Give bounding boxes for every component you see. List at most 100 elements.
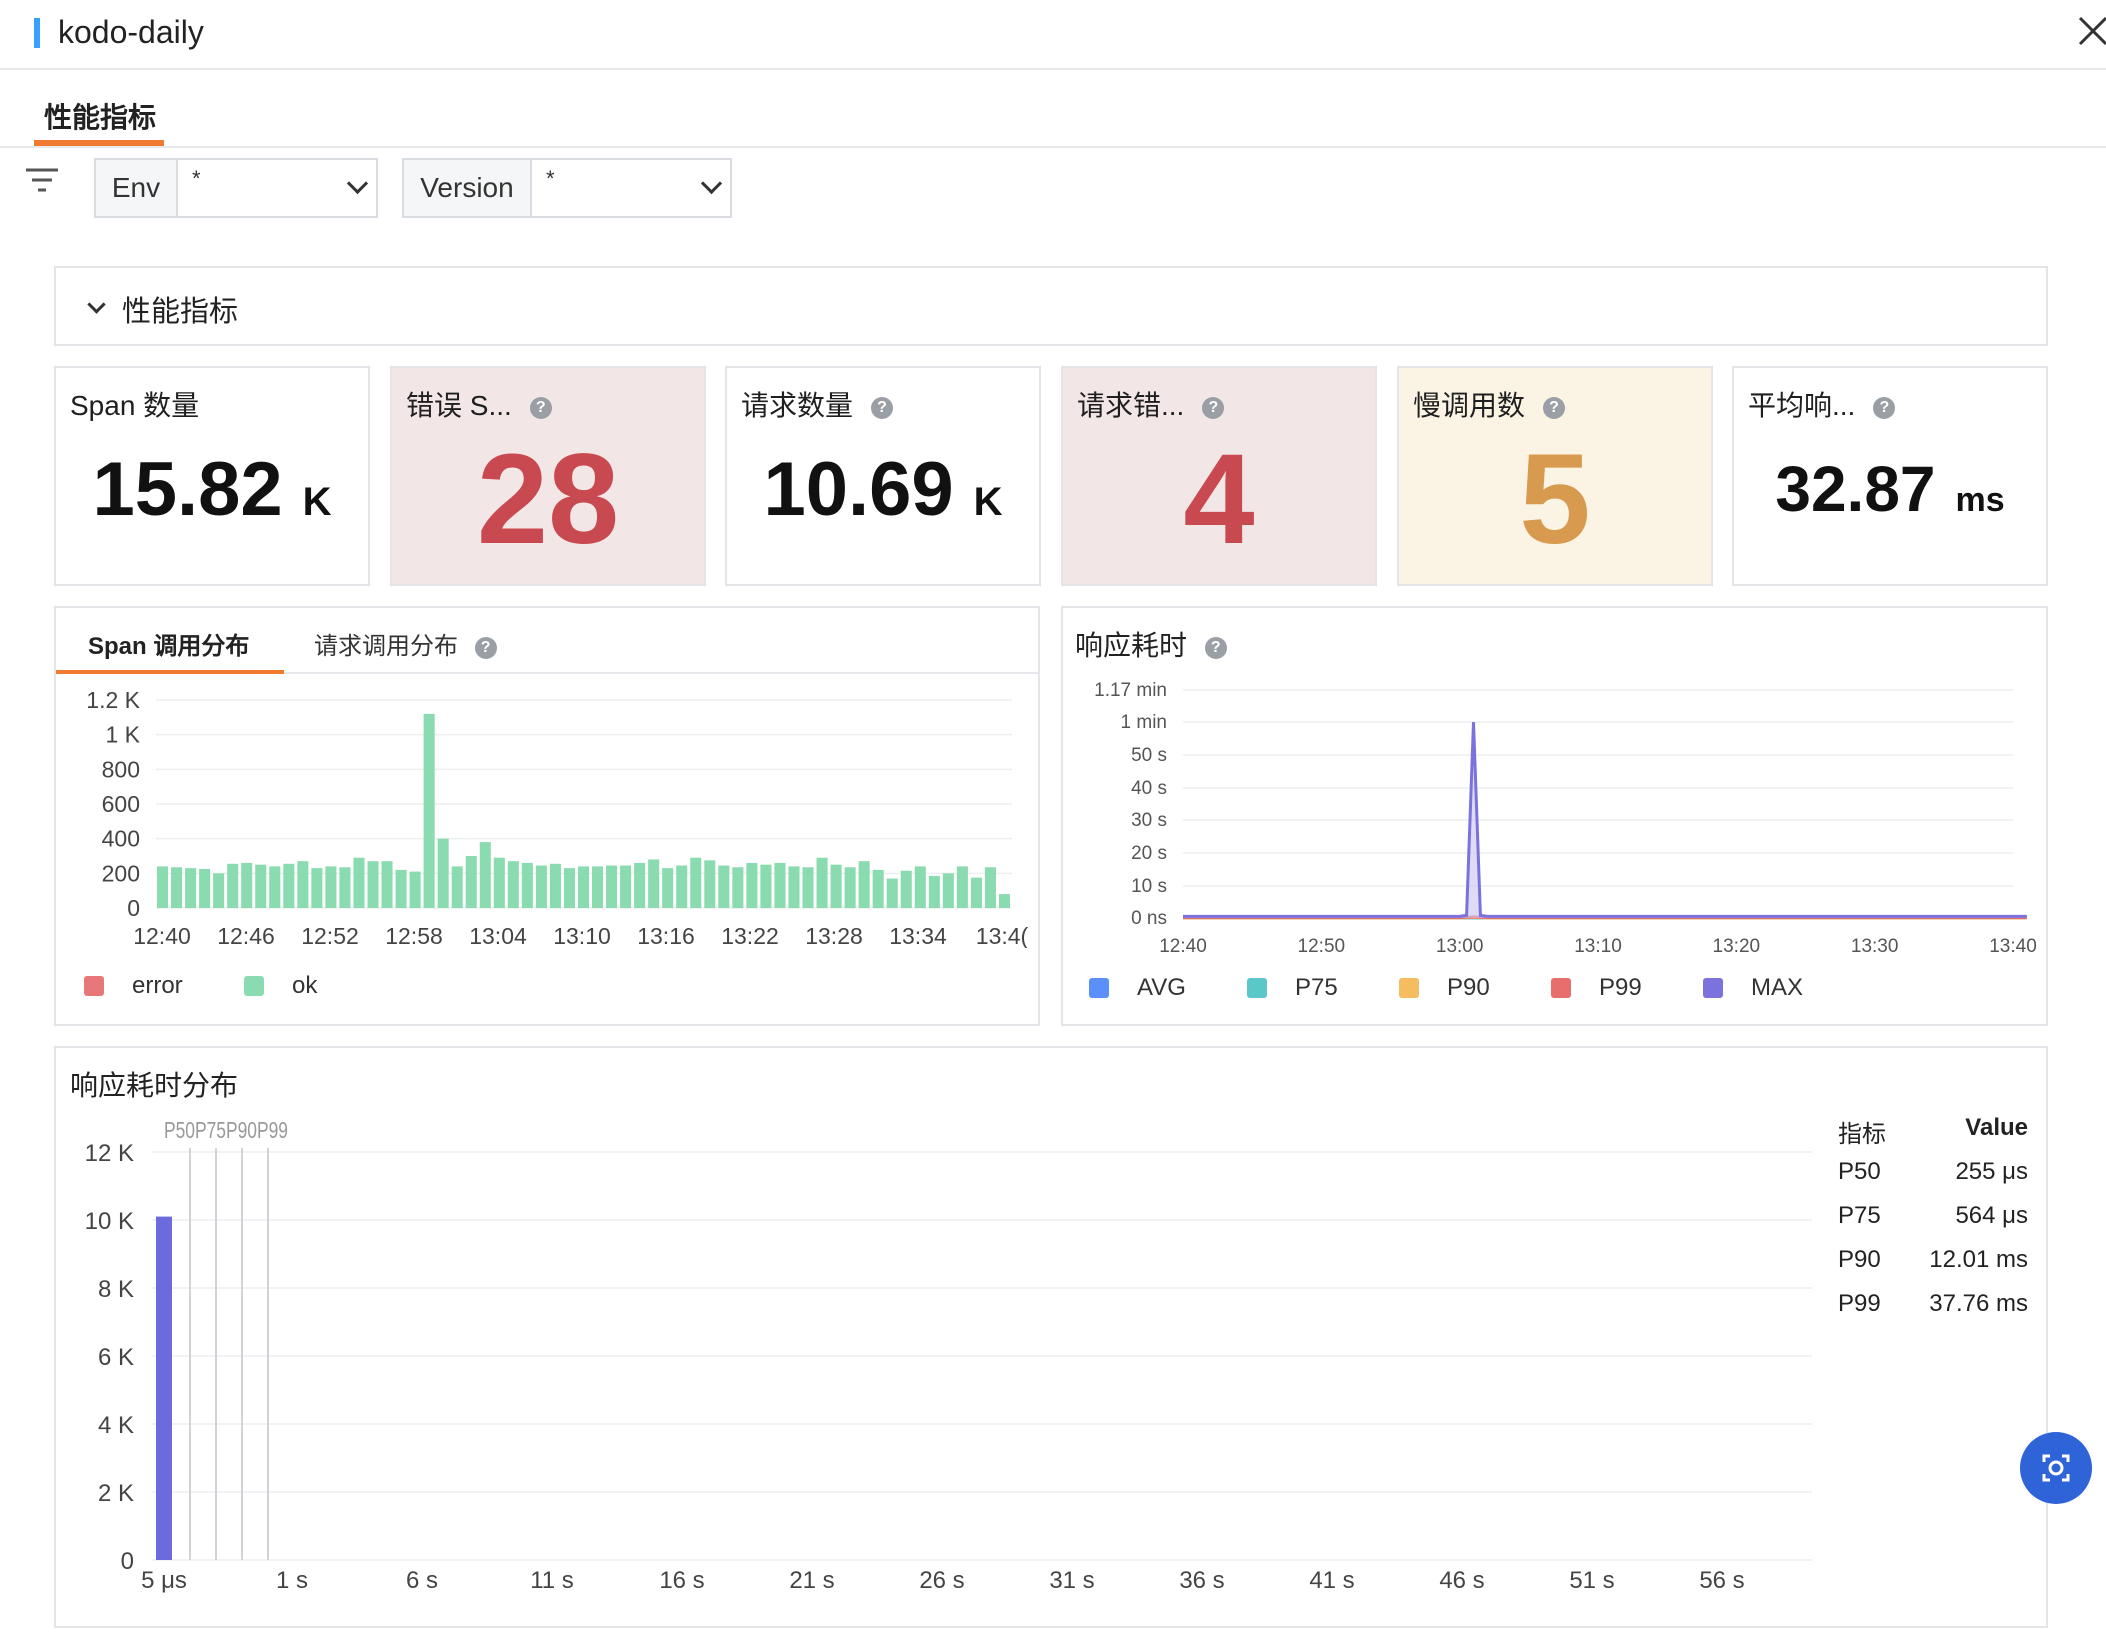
stat-value: 32.87 ms bbox=[1775, 453, 2005, 525]
bar bbox=[255, 864, 267, 908]
bar bbox=[676, 865, 688, 908]
close-icon[interactable] bbox=[2076, 14, 2106, 48]
stat-title: 错误 S...? bbox=[406, 384, 552, 424]
distribution-chart: 0 2 K 4 K 6 K 8 K 10 K 12 K P50P75P90P99 5 μs 1 s… bbox=[85, 1117, 1812, 1594]
y-tick-label: 1.2 K bbox=[86, 687, 140, 713]
x-tick-label: 12:46 bbox=[217, 923, 275, 948]
bar bbox=[998, 894, 1010, 908]
y-tick-label: 2 K bbox=[98, 1480, 134, 1507]
legend-p90[interactable]: P90 bbox=[1399, 974, 1490, 1002]
stat-title: 平均响...? bbox=[1748, 384, 1896, 424]
latency-distribution-panel: 响应耗时分布 0 2 K 4 K 6 K 8 K 10 K 12 K P50P75P90P99… bbox=[54, 1046, 2048, 1628]
stat-card-error-span: 错误 S...? 28 bbox=[390, 366, 706, 586]
help-icon[interactable]: ? bbox=[1543, 396, 1566, 419]
help-icon[interactable]: ? bbox=[529, 396, 552, 419]
bar bbox=[928, 875, 940, 908]
stat-card-span-count: Span 数量 15.82 K bbox=[54, 366, 370, 586]
stat-card-avg-response: 平均响...? 32.87 ms bbox=[1732, 366, 2048, 586]
bar bbox=[227, 863, 239, 908]
legend-p99[interactable]: P99 bbox=[1551, 974, 1642, 1002]
legend-ok[interactable]: ok bbox=[244, 972, 317, 1000]
x-tick-label: 13:34 bbox=[889, 923, 947, 948]
stat-value: 28 bbox=[476, 428, 620, 571]
bar bbox=[802, 867, 814, 908]
bar bbox=[900, 870, 912, 908]
table-header: 指标 Value bbox=[1838, 1114, 2028, 1148]
x-tick-label: 1 s bbox=[276, 1567, 308, 1594]
x-tick-label: 26 s bbox=[919, 1567, 964, 1594]
legend-max[interactable]: MAX bbox=[1703, 974, 1803, 1002]
y-tick-label: 0 ns bbox=[1131, 908, 1167, 929]
x-tick-label: 13:40 bbox=[1989, 936, 2037, 957]
bar bbox=[507, 861, 519, 908]
x-tick-label: 13:16 bbox=[637, 923, 695, 948]
percentile-table: 指标 Value P50 255 μs P75 564 μs P90 12.01… bbox=[1838, 1114, 2028, 1334]
tab-request-distribution[interactable]: 请求调用分布 ? bbox=[314, 626, 497, 661]
bar bbox=[648, 859, 660, 908]
percentile-marker-labels: P50P75P90P99 bbox=[164, 1117, 288, 1143]
tab-performance[interactable]: 性能指标 bbox=[34, 92, 164, 146]
table-row: P75 564 μs bbox=[1838, 1202, 2028, 1229]
chevron-down-icon bbox=[346, 172, 369, 195]
bar bbox=[479, 842, 491, 908]
bar bbox=[171, 867, 183, 908]
x-tick-label: 12:52 bbox=[301, 923, 359, 948]
legend-p75[interactable]: P75 bbox=[1247, 974, 1338, 1002]
y-tick-label: 800 bbox=[102, 756, 140, 782]
y-tick-label: 6 K bbox=[98, 1344, 134, 1371]
bar bbox=[465, 856, 477, 908]
bar bbox=[367, 861, 379, 908]
y-tick-label: 10 s bbox=[1131, 876, 1167, 897]
x-tick-label: 13:04 bbox=[469, 923, 527, 948]
tab-span-distribution[interactable]: Span 调用分布 bbox=[56, 608, 284, 674]
filter-icon[interactable] bbox=[24, 166, 60, 196]
env-select[interactable]: Env * bbox=[94, 158, 378, 218]
bar bbox=[549, 863, 561, 908]
help-icon[interactable]: ? bbox=[474, 636, 497, 659]
help-icon[interactable]: ? bbox=[1204, 636, 1227, 659]
bar bbox=[409, 871, 421, 908]
table-row: P90 12.01 ms bbox=[1838, 1246, 2028, 1273]
legend-error[interactable]: error bbox=[84, 972, 183, 1000]
bar bbox=[914, 866, 926, 908]
help-icon[interactable]: ? bbox=[871, 396, 894, 419]
y-tick-label: 400 bbox=[102, 826, 140, 852]
version-select-value: * bbox=[546, 166, 555, 191]
span-distribution-panel: Span 调用分布 请求调用分布 ? 0 200 400 600 800 1 K 1.2 K… bbox=[54, 606, 1040, 1026]
screenshot-fab[interactable] bbox=[2020, 1432, 2092, 1504]
bar bbox=[984, 867, 996, 908]
help-icon[interactable]: ? bbox=[1873, 396, 1896, 419]
help-icon[interactable]: ? bbox=[1202, 396, 1225, 419]
x-tick-label: 12:58 bbox=[385, 923, 443, 948]
y-tick-label: 12 K bbox=[85, 1140, 134, 1167]
x-tick-label: 13:10 bbox=[553, 923, 611, 948]
y-tick-label: 1 K bbox=[105, 722, 140, 748]
x-tick-label: 16 s bbox=[659, 1567, 704, 1594]
version-select[interactable]: Version * bbox=[402, 158, 732, 218]
bar bbox=[816, 857, 828, 908]
y-tick-label: 20 s bbox=[1131, 843, 1167, 864]
span-chart: 0 200 400 600 800 1 K 1.2 K 12:40 12:46 12:52 12:5… bbox=[86, 687, 1028, 948]
bar bbox=[213, 873, 225, 908]
camera-focus-icon bbox=[2042, 1454, 2070, 1482]
stat-card-slow-calls: 慢调用数? 5 bbox=[1397, 366, 1713, 586]
env-select-label: Env bbox=[96, 160, 178, 216]
y-tick-label: 50 s bbox=[1131, 745, 1167, 766]
x-tick-label: 36 s bbox=[1179, 1567, 1224, 1594]
stat-card-request-count: 请求数量? 10.69 K bbox=[725, 366, 1041, 586]
bar bbox=[718, 865, 730, 908]
section-header[interactable]: 性能指标 bbox=[54, 266, 2048, 346]
tab-active-indicator bbox=[34, 140, 164, 146]
stat-card-request-error: 请求错...? 4 bbox=[1061, 366, 1377, 586]
bar bbox=[269, 866, 281, 908]
legend-avg[interactable]: AVG bbox=[1089, 974, 1186, 1002]
version-select-label: Version bbox=[404, 160, 532, 216]
stat-value: 5 bbox=[1519, 428, 1591, 571]
panel-tabs-divider bbox=[284, 672, 1038, 674]
x-tick-label: 56 s bbox=[1699, 1567, 1744, 1594]
y-tick-label: 0 bbox=[121, 1548, 134, 1575]
x-tick-label: 12:40 bbox=[1159, 936, 1207, 957]
bar bbox=[858, 861, 870, 908]
x-tick-label: 31 s bbox=[1049, 1567, 1094, 1594]
y-tick-label: 1.17 min bbox=[1094, 680, 1167, 701]
